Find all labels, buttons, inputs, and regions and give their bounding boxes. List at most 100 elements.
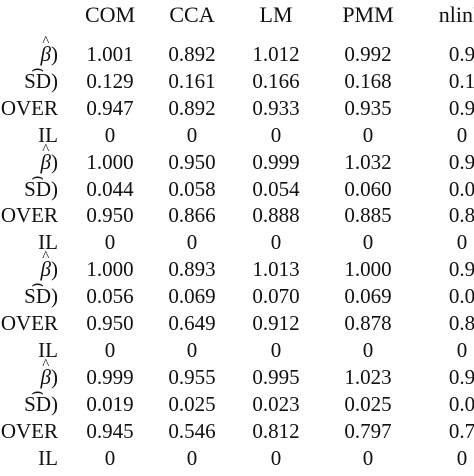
sd-hat-symbol: ⌢ SD bbox=[24, 165, 51, 201]
table-row: OVER 0.947 0.892 0.933 0.935 0.9 bbox=[0, 95, 474, 126]
table-row: ⌢ SD) 0.019 0.025 0.023 0.025 0.0 bbox=[0, 380, 474, 422]
table-cell: 0.0 bbox=[448, 176, 474, 201]
table-cell: 0 bbox=[362, 122, 374, 147]
table-cell: 0 bbox=[104, 445, 116, 470]
table-cell: 0.955 bbox=[168, 364, 216, 389]
table-cell: 0.056 bbox=[86, 284, 134, 309]
row-label: IL bbox=[38, 230, 58, 255]
table-cell: 0.893 bbox=[168, 257, 216, 282]
table-cell: 0.649 bbox=[168, 311, 216, 335]
table-cell: 0 bbox=[104, 337, 116, 362]
row-label: IL bbox=[38, 122, 58, 147]
table-row: OVER 0.950 0.649 0.912 0.878 0.8 bbox=[0, 313, 474, 341]
table-cell: 0.892 bbox=[168, 42, 216, 66]
hat-accent: ^ bbox=[42, 356, 50, 373]
beta-hat-symbol: ^ β bbox=[40, 141, 51, 174]
table-row: IL 0 0 0 0 0 bbox=[0, 232, 474, 260]
table-cell: 0.950 bbox=[86, 311, 134, 335]
table-cell: 0.129 bbox=[86, 68, 134, 93]
row-label: ⌢ SD) bbox=[24, 57, 58, 93]
hat-accent: ⌢ bbox=[30, 273, 45, 296]
table-cell: 1.000 bbox=[344, 257, 392, 282]
row-label: ⌢ SD) bbox=[24, 380, 58, 416]
table-cell: 0.7 bbox=[448, 418, 474, 443]
table-cell: 0.023 bbox=[252, 391, 300, 416]
table-cell: 1.013 bbox=[252, 257, 300, 282]
table-cell: 0 bbox=[456, 445, 468, 470]
table-row: ^ β) 0.999 0.955 0.995 1.023 0.9 bbox=[0, 357, 474, 395]
table-cell: 0 bbox=[186, 230, 198, 255]
table-row: ^ β) 1.000 0.893 1.013 1.000 0.9 bbox=[0, 250, 474, 287]
table-cell: 1.012 bbox=[252, 42, 300, 66]
table-cell: 0.999 bbox=[252, 149, 300, 174]
column-header: nlinP bbox=[438, 2, 474, 27]
table-cell: 0 bbox=[270, 337, 282, 362]
table-cell: 0.168 bbox=[344, 68, 392, 93]
table-cell: 1.000 bbox=[86, 257, 134, 282]
table-cell: 0.044 bbox=[86, 176, 134, 201]
row-label: OVER bbox=[0, 418, 58, 443]
table-cell: 0.885 bbox=[344, 203, 392, 228]
beta-hat-symbol: ^ β bbox=[40, 34, 51, 66]
table-cell: 0.812 bbox=[252, 418, 300, 443]
table-cell: 0.166 bbox=[252, 68, 300, 93]
table-cell: 1.000 bbox=[86, 149, 134, 174]
table-row: ^ β) 1.001 0.892 1.012 0.992 0.9 bbox=[0, 34, 474, 72]
table-cell: 0.9 bbox=[448, 364, 474, 389]
column-header: PMM bbox=[342, 2, 394, 27]
hat-accent: ^ bbox=[42, 141, 50, 158]
table-cell: 0 bbox=[362, 230, 374, 255]
table-cell: 0.945 bbox=[86, 418, 134, 443]
table-cell: 0.892 bbox=[168, 95, 216, 120]
table-cell: 1.023 bbox=[344, 364, 392, 389]
table-cell: 0 bbox=[456, 337, 468, 362]
hat-accent: ^ bbox=[42, 34, 50, 50]
table-row: ⌢ SD) 0.044 0.058 0.054 0.060 0.0 bbox=[0, 165, 474, 207]
row-label: IL bbox=[38, 445, 58, 470]
table-row: IL 0 0 0 0 0 bbox=[0, 122, 474, 153]
table-cell: 0.9 bbox=[448, 95, 474, 120]
row-label: OVER bbox=[0, 95, 58, 120]
table-cell: 0 bbox=[362, 337, 374, 362]
table-cell: 0.8 bbox=[448, 203, 474, 228]
table-cell: 0.019 bbox=[86, 391, 134, 416]
table-cell: 0.058 bbox=[168, 176, 216, 201]
table-header-row: COM CCA LM PMM nlinP bbox=[0, 4, 474, 32]
table-cell: 0.912 bbox=[252, 311, 300, 335]
table-cell: 0 bbox=[270, 122, 282, 147]
table-row: IL 0 0 0 0 0 bbox=[0, 445, 474, 476]
table-cell: 1.001 bbox=[86, 42, 134, 66]
column-header: COM bbox=[84, 2, 136, 27]
table-cell: 0 bbox=[456, 230, 468, 255]
table-cell: 0 bbox=[186, 337, 198, 362]
table-cell: 0.069 bbox=[344, 284, 392, 309]
table-cell: 0.8 bbox=[448, 311, 474, 335]
table-cell: 0 bbox=[186, 122, 198, 147]
table-cell: 0.9 bbox=[448, 42, 474, 66]
table-cell: 0.995 bbox=[252, 364, 300, 389]
table-row: ⌢ SD) 0.129 0.161 0.166 0.168 0.1 bbox=[0, 57, 474, 99]
table-cell: 0.1 bbox=[448, 68, 474, 93]
table-cell: 0.069 bbox=[168, 284, 216, 309]
table-row: OVER 0.950 0.866 0.888 0.885 0.8 bbox=[0, 205, 474, 233]
table-cell: 0.933 bbox=[252, 95, 300, 120]
table-cell: 0.070 bbox=[252, 284, 300, 309]
table-row: IL 0 0 0 0 0 bbox=[0, 337, 474, 368]
table-cell: 0.797 bbox=[344, 418, 392, 443]
sd-hat-symbol: ⌢ SD bbox=[24, 380, 51, 416]
column-header: CCA bbox=[169, 2, 215, 27]
table-row: ⌢ SD) 0.056 0.069 0.070 0.069 0.0 bbox=[0, 274, 474, 314]
table-cell: 0.935 bbox=[344, 95, 392, 120]
table-cell: 0 bbox=[104, 230, 116, 255]
table-cell: 0.546 bbox=[168, 418, 216, 443]
hat-accent: ⌢ bbox=[30, 57, 45, 80]
hat-accent: ⌢ bbox=[30, 380, 45, 403]
table-cell: 0.999 bbox=[86, 364, 134, 389]
sd-hat-symbol: ⌢ SD bbox=[24, 57, 51, 93]
table-cell: 0.060 bbox=[344, 176, 392, 201]
table-cell: 0.0 bbox=[448, 391, 474, 416]
table-cell: 0.866 bbox=[168, 203, 216, 228]
table-cell: 0 bbox=[456, 122, 468, 147]
table-cell: 0.950 bbox=[168, 149, 216, 174]
